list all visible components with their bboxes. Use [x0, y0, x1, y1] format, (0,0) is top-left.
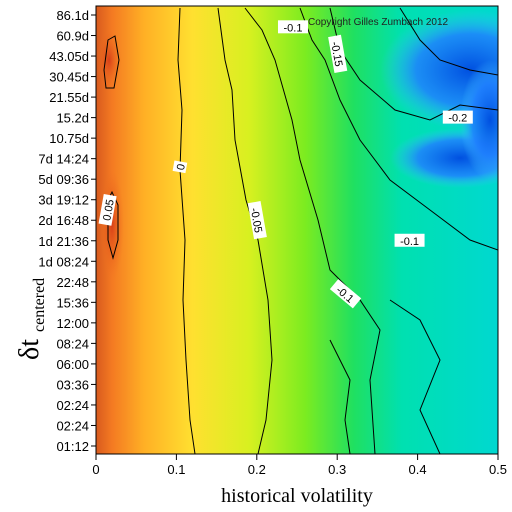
y-tick-label: 21.55d: [49, 90, 89, 105]
y-tick-label: 60.9d: [56, 29, 89, 44]
contour-label-background: [172, 160, 188, 174]
contour-label-background: [247, 201, 267, 240]
y-tick-label: 1d 21:36: [38, 234, 89, 249]
contour-line-0: [177, 7, 196, 454]
x-tick-label: 0.5: [489, 462, 507, 477]
contour-line-right: [389, 299, 441, 454]
red-region-top: [97, 30, 121, 90]
contour-label-text: -0.1: [283, 22, 302, 34]
y-tick-label: 22:48: [56, 275, 89, 290]
x-tick-label: 0.3: [328, 462, 346, 477]
red-region-middle: [100, 170, 124, 280]
y-tick-label: 08:24: [56, 336, 89, 351]
x-axis-label: historical volatility: [221, 485, 373, 507]
contour-label-background: [394, 233, 425, 247]
contour-label-background: [277, 20, 308, 34]
contour-label: 0.05: [98, 193, 117, 226]
x-tick-label: 0.1: [167, 462, 185, 477]
contour-label-background: [442, 110, 473, 124]
y-tick-label: 06:00: [56, 357, 89, 372]
y-tick-label: 12:00: [56, 316, 89, 331]
plot-frame: [95, 5, 499, 455]
contour-label: -0.05: [247, 201, 267, 240]
x-tick-label: 0.2: [248, 462, 266, 477]
contour-labels: 0.050-0.05-0.1-0.15-0.1-0.1-0.2: [98, 20, 473, 309]
contour-label-text: -0.05: [248, 207, 264, 234]
blue-region-right: [460, 60, 498, 180]
y-tick-label: 02:24: [56, 398, 89, 413]
y-axis-label-sub: centered: [31, 278, 48, 332]
y-tick-label: 02:24: [56, 418, 89, 433]
y-tick-label: 15.2d: [56, 111, 89, 126]
x-axis: 0 0.1 0.2 0.3 0.4 0.5: [92, 454, 507, 477]
contour-label: -0.1: [277, 20, 308, 34]
contour-line-bottom: [329, 339, 351, 454]
y-tick-label: 7d 14:24: [38, 152, 89, 167]
y-tick-label: 30.45d: [49, 70, 89, 85]
y-tick-label: 01:12: [56, 439, 89, 454]
contour-label-background: [98, 193, 117, 226]
contour-label-text: -0.1: [400, 236, 419, 248]
y-tick-label: 3d 19:12: [38, 193, 89, 208]
y-tick-label: 43.05d: [49, 49, 89, 64]
y-tick-label: 2d 16:48: [38, 213, 89, 228]
contour-label-background: [329, 279, 362, 309]
x-tick-label: 0: [92, 462, 99, 477]
contour-line-0-05-mid: [107, 190, 119, 260]
y-tick-label: 86.1d: [56, 8, 89, 23]
contour-label-text: -0.15: [328, 41, 344, 68]
contour-label: -0.2: [442, 110, 473, 125]
contour-label-text: 0.05: [101, 199, 117, 222]
y-tick-label: 15:36: [56, 295, 89, 310]
y-axis: 86.1d 60.9d 43.05d 30.45d 21.55d 15.2d 10.75d 7…: [38, 8, 96, 454]
contour-line-neg0-1-b: [299, 7, 498, 251]
y-tick-label: 5d 09:36: [38, 172, 89, 187]
y-axis-label-main: δt: [14, 339, 45, 360]
y-tick-label: 1d 08:24: [38, 254, 89, 269]
contour-line-0-05-top: [103, 35, 120, 89]
contour-label: 0: [172, 160, 188, 174]
y-axis-label: δt centered: [14, 278, 48, 360]
x-tick-label: 0.4: [409, 462, 427, 477]
contour-label-text: -0.2: [448, 113, 467, 125]
contour-line-neg0-1-a: [244, 7, 381, 454]
y-tick-label: 10.75d: [49, 131, 89, 146]
contour-label-background: [328, 34, 348, 74]
y-tick-label: 03:36: [56, 377, 89, 392]
contour-line-neg0-2: [399, 7, 498, 76]
copyright-text: Copyright Gilles Zumbach 2012: [308, 17, 449, 28]
plot-area: [96, 6, 498, 454]
contour-label: -0.1: [394, 233, 425, 248]
contour-label: -0.15: [328, 34, 348, 74]
contour-label-text: 0: [175, 163, 188, 171]
